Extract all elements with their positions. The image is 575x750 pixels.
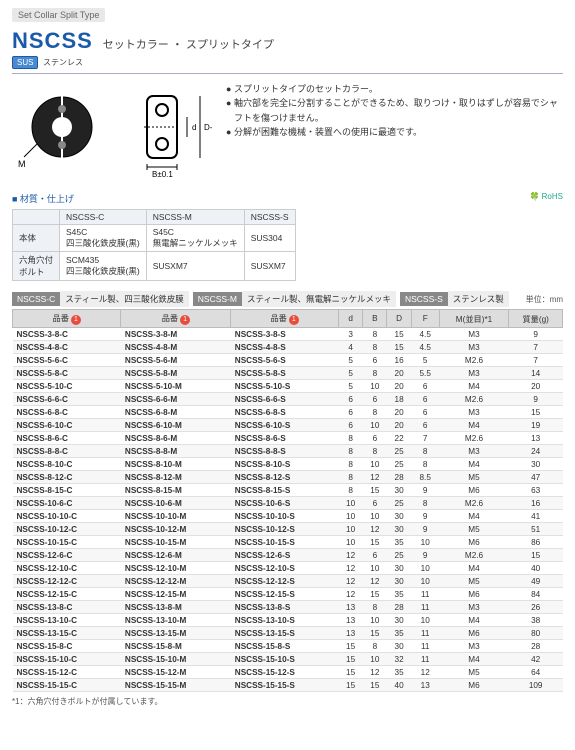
table-row: NSCSS-4-8-CNSCSS-4-8-MNSCSS-4-8-S48154.5… — [13, 341, 563, 354]
dimension-table: 品番1品番1品番1dBDFM(並目)*1質量(g)NSCSS-3-8-CNSCS… — [12, 309, 563, 692]
series-chip: NSCSS-S — [400, 292, 448, 306]
series-bar: NSCSS-Cスティール製、四三酸化鉄皮膜 NSCSS-Mスティール製、無電解ニッ… — [12, 291, 563, 307]
title-code: NSCSS — [12, 28, 93, 54]
sus-label: ステンレス — [43, 58, 83, 67]
series-chip: NSCSS-M — [193, 292, 242, 306]
title-jp: セットカラー ・ スプリットタイプ — [103, 36, 274, 52]
table-row: NSCSS-6-10-CNSCSS-6-10-MNSCSS-6-10-S6102… — [13, 419, 563, 432]
table-row: NSCSS-8-12-CNSCSS-8-12-MNSCSS-8-12-S8122… — [13, 471, 563, 484]
table-header: F — [411, 310, 439, 328]
feature-bullets: スプリットタイプのセットカラー。軸穴部を完全に分割することができるため、取りつけ… — [226, 82, 563, 182]
table-header: M(並目)*1 — [439, 310, 509, 328]
table-row: NSCSS-12-15-CNSCSS-12-15-MNSCSS-12-15-S1… — [13, 588, 563, 601]
label-D: D-0.1 — [204, 123, 212, 132]
table-row: NSCSS-13-10-CNSCSS-13-10-MNSCSS-13-10-S1… — [13, 614, 563, 627]
table-header: 品番1 — [13, 310, 121, 328]
table-row: NSCSS-10-15-CNSCSS-10-15-MNSCSS-10-15-S1… — [13, 536, 563, 549]
material-table: NSCSS-CNSCSS-MNSCSS-S本体S45C四三酸化鉄皮膜(黒)S45… — [12, 209, 296, 281]
series-desc: スティール製、無電解ニッケルメッキ — [242, 291, 396, 307]
table-row: NSCSS-5-8-CNSCSS-5-8-MNSCSS-5-8-S58205.5… — [13, 367, 563, 380]
feature-bullet: 分解が困難な機械・装置への使用に最適です。 — [226, 125, 563, 139]
technical-diagrams: M B±0.1 d D-0.1 — [12, 82, 212, 182]
table-row: NSCSS-12-10-CNSCSS-12-10-MNSCSS-12-10-S1… — [13, 562, 563, 575]
table-row: NSCSS-6-6-CNSCSS-6-6-MNSCSS-6-6-S66186M2… — [13, 393, 563, 406]
series-desc: スティール製、四三酸化鉄皮膜 — [60, 291, 189, 307]
breadcrumb: Set Collar Split Type — [12, 8, 105, 22]
material-header: ■ 材質・仕上げ — [12, 194, 74, 204]
table-row: NSCSS-3-8-CNSCSS-3-8-MNSCSS-3-8-S38154.5… — [13, 328, 563, 341]
table-row: NSCSS-8-6-CNSCSS-8-6-MNSCSS-8-6-S86227M2… — [13, 432, 563, 445]
rohs-badge: 🍀 RoHS — [529, 192, 563, 201]
table-row: NSCSS-5-10-CNSCSS-5-10-MNSCSS-5-10-S5102… — [13, 380, 563, 393]
table-row: NSCSS-12-6-CNSCSS-12-6-MNSCSS-12-6-S1262… — [13, 549, 563, 562]
label-m: M — [18, 159, 26, 169]
label-b: B±0.1 — [152, 170, 173, 179]
table-row: NSCSS-10-10-CNSCSS-10-10-MNSCSS-10-10-S1… — [13, 510, 563, 523]
side-view-diagram: B±0.1 d D-0.1 — [122, 82, 212, 182]
table-header: B — [363, 310, 387, 328]
table-row: NSCSS-5-6-CNSCSS-5-6-MNSCSS-5-6-S56165M2… — [13, 354, 563, 367]
table-row: NSCSS-13-8-CNSCSS-13-8-MNSCSS-13-8-S1382… — [13, 601, 563, 614]
table-row: NSCSS-10-6-CNSCSS-10-6-MNSCSS-10-6-S1062… — [13, 497, 563, 510]
table-header: 品番1 — [231, 310, 339, 328]
table-header: d — [338, 310, 362, 328]
table-header: 質量(g) — [509, 310, 563, 328]
label-d: d — [192, 123, 196, 132]
table-row: NSCSS-8-15-CNSCSS-8-15-MNSCSS-8-15-S8153… — [13, 484, 563, 497]
series-desc: ステンレス製 — [448, 291, 509, 307]
table-header: 品番1 — [121, 310, 231, 328]
table-row: NSCSS-8-10-CNSCSS-8-10-MNSCSS-8-10-S8102… — [13, 458, 563, 471]
table-row: NSCSS-15-12-CNSCSS-15-12-MNSCSS-15-12-S1… — [13, 666, 563, 679]
unit-label: 単位：mm — [526, 294, 563, 305]
table-row: NSCSS-15-8-CNSCSS-15-8-MNSCSS-15-8-S1583… — [13, 640, 563, 653]
sus-badge: SUS — [12, 56, 38, 69]
table-row: NSCSS-8-8-CNSCSS-8-8-MNSCSS-8-8-S88258M3… — [13, 445, 563, 458]
table-row: NSCSS-6-8-CNSCSS-6-8-MNSCSS-6-8-S68206M3… — [13, 406, 563, 419]
table-row: NSCSS-10-12-CNSCSS-10-12-MNSCSS-10-12-S1… — [13, 523, 563, 536]
front-view-diagram: M — [12, 82, 112, 182]
table-row: NSCSS-15-15-CNSCSS-15-15-MNSCSS-15-15-S1… — [13, 679, 563, 692]
series-chip: NSCSS-C — [12, 292, 60, 306]
table-row: NSCSS-13-15-CNSCSS-13-15-MNSCSS-13-15-S1… — [13, 627, 563, 640]
table-row: NSCSS-15-10-CNSCSS-15-10-MNSCSS-15-10-S1… — [13, 653, 563, 666]
feature-bullet: 軸穴部を完全に分割することができるため、取りつけ・取りはずしが容易でシャフトを傷… — [226, 96, 563, 125]
table-row: NSCSS-12-12-CNSCSS-12-12-MNSCSS-12-12-S1… — [13, 575, 563, 588]
footnote: *1：六角穴付きボルトが付属しています。 — [12, 696, 563, 707]
feature-bullet: スプリットタイプのセットカラー。 — [226, 82, 563, 96]
table-header: D — [387, 310, 411, 328]
